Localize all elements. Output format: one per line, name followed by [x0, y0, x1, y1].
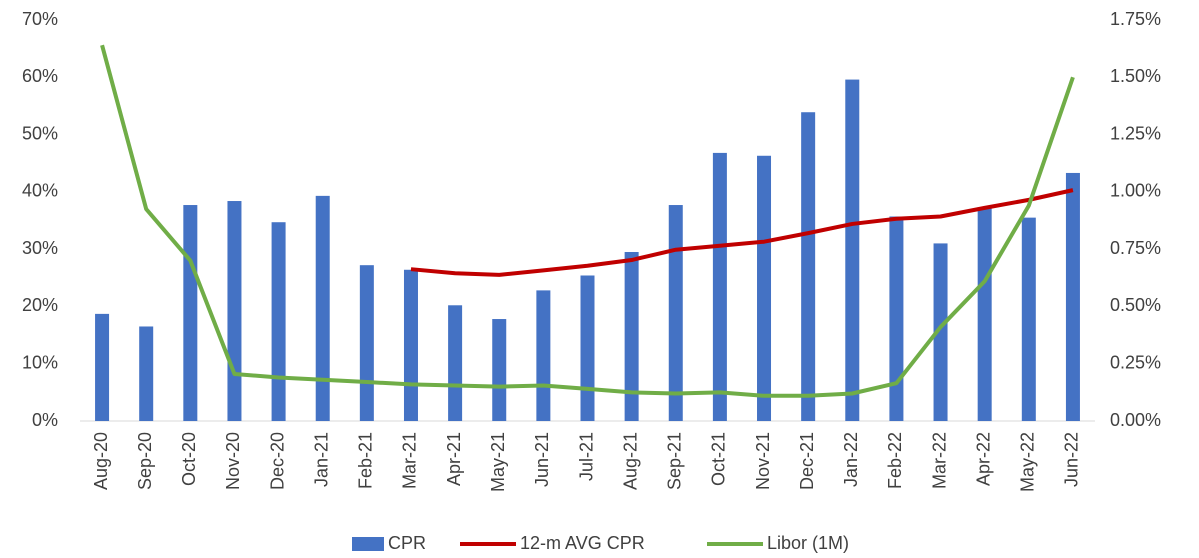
x-tick-label: Feb-21 — [356, 432, 376, 489]
bar — [139, 326, 154, 421]
bar — [889, 216, 904, 421]
x-tick-label: Aug-21 — [620, 432, 640, 490]
bar — [95, 313, 110, 421]
y2-tick-label: 1.75% — [1110, 9, 1161, 29]
x-tick-label: Nov-20 — [223, 432, 243, 490]
x-tick-label: Jun-21 — [532, 432, 552, 487]
y-tick-label: 20% — [22, 295, 58, 315]
bar — [977, 207, 992, 421]
bar — [580, 275, 595, 421]
bar — [757, 155, 772, 421]
bar — [712, 152, 727, 421]
legend-label: Libor (1M) — [767, 533, 849, 553]
bar — [668, 205, 683, 421]
bar — [536, 290, 551, 421]
y2-tick-label: 1.50% — [1110, 66, 1161, 86]
bar — [227, 201, 242, 421]
bar — [403, 269, 418, 421]
bar — [845, 79, 860, 421]
y2-tick-label: 1.00% — [1110, 181, 1161, 201]
y-tick-label: 70% — [22, 9, 58, 29]
bar — [1065, 172, 1080, 421]
bar — [359, 265, 374, 421]
y-tick-label: 60% — [22, 66, 58, 86]
y2-tick-label: 0.75% — [1110, 238, 1161, 258]
x-tick-label: Jan-21 — [311, 432, 331, 487]
y-tick-label: 50% — [22, 123, 58, 143]
legend-label: CPR — [388, 533, 426, 553]
x-tick-label: Jun-22 — [1062, 432, 1082, 487]
bar — [271, 222, 286, 421]
y-tick-label: 30% — [22, 238, 58, 258]
x-tick-label: Sep-21 — [665, 432, 685, 490]
legend-swatch — [352, 537, 384, 551]
x-tick-label: Oct-21 — [709, 432, 729, 486]
x-tick-label: Dec-21 — [797, 432, 817, 490]
x-tick-label: Dec-20 — [267, 432, 287, 490]
x-tick-label: Feb-22 — [885, 432, 905, 489]
bar — [1021, 217, 1036, 421]
x-tick-label: May-22 — [1018, 432, 1038, 492]
x-tick-label: Jan-22 — [841, 432, 861, 487]
y2-tick-label: 0.00% — [1110, 410, 1161, 430]
x-tick-label: Sep-20 — [135, 432, 155, 490]
y2-tick-label: 0.25% — [1110, 352, 1161, 372]
bar — [448, 305, 463, 421]
x-tick-label: May-21 — [488, 432, 508, 492]
x-tick-label: Mar-21 — [400, 432, 420, 489]
y-tick-label: 40% — [22, 181, 58, 201]
y2-tick-label: 1.25% — [1110, 123, 1161, 143]
x-tick-label: Apr-21 — [444, 432, 464, 486]
y2-tick-label: 0.50% — [1110, 295, 1161, 315]
x-tick-label: Apr-22 — [973, 432, 993, 486]
bar — [624, 252, 639, 421]
legend-label: 12-m AVG CPR — [520, 533, 645, 553]
x-tick-label: Mar-22 — [929, 432, 949, 489]
y-tick-label: 10% — [22, 352, 58, 372]
bar — [933, 243, 948, 421]
x-tick-label: Oct-20 — [179, 432, 199, 486]
y-tick-label: 0% — [32, 410, 58, 430]
bar — [183, 205, 198, 421]
line — [100, 44, 1075, 398]
bar — [315, 195, 330, 421]
x-tick-label: Jul-21 — [576, 432, 596, 481]
bar — [801, 112, 816, 421]
line — [410, 188, 1074, 277]
x-tick-label: Aug-20 — [91, 432, 111, 490]
x-tick-label: Nov-21 — [753, 432, 773, 490]
bar — [492, 319, 507, 421]
